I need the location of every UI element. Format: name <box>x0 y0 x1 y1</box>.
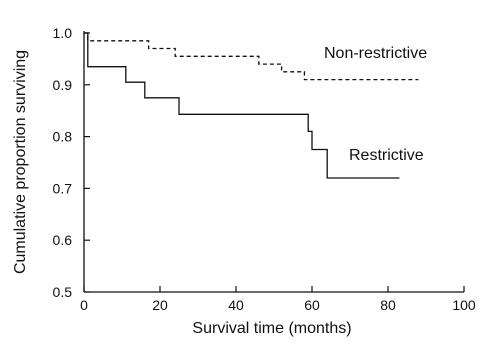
axes <box>83 31 464 293</box>
y-tick-label: 0.9 <box>53 77 73 93</box>
y-tick-label: 0.7 <box>53 180 73 196</box>
y-tick-label: 0.5 <box>53 284 73 300</box>
y-tick-label: 1.0 <box>53 25 73 41</box>
ticks: 0 20 40 60 80 100 0.5 0.6 0.7 0.8 0.9 1.0 <box>53 25 476 313</box>
x-axis-title: Survival time (months) <box>192 320 351 337</box>
x-tick-label: 80 <box>380 297 396 313</box>
survival-curve-restrictive <box>84 32 400 179</box>
y-axis-title: Cumulative proportion surviving <box>12 50 29 274</box>
x-tick-label: 60 <box>304 297 320 313</box>
series-layer <box>84 32 419 179</box>
y-tick-label: 0.6 <box>53 232 73 248</box>
x-tick-label: 20 <box>152 297 168 313</box>
y-tick-label: 0.8 <box>53 129 73 145</box>
series-label-restrictive: Restrictive <box>349 147 424 164</box>
x-tick-label: 40 <box>228 297 244 313</box>
x-tick-label: 0 <box>80 297 88 313</box>
x-tick-label: 100 <box>452 297 476 313</box>
survival-curve-non-restrictive <box>84 32 419 81</box>
series-label-non-restrictive: Non-restrictive <box>324 45 427 62</box>
